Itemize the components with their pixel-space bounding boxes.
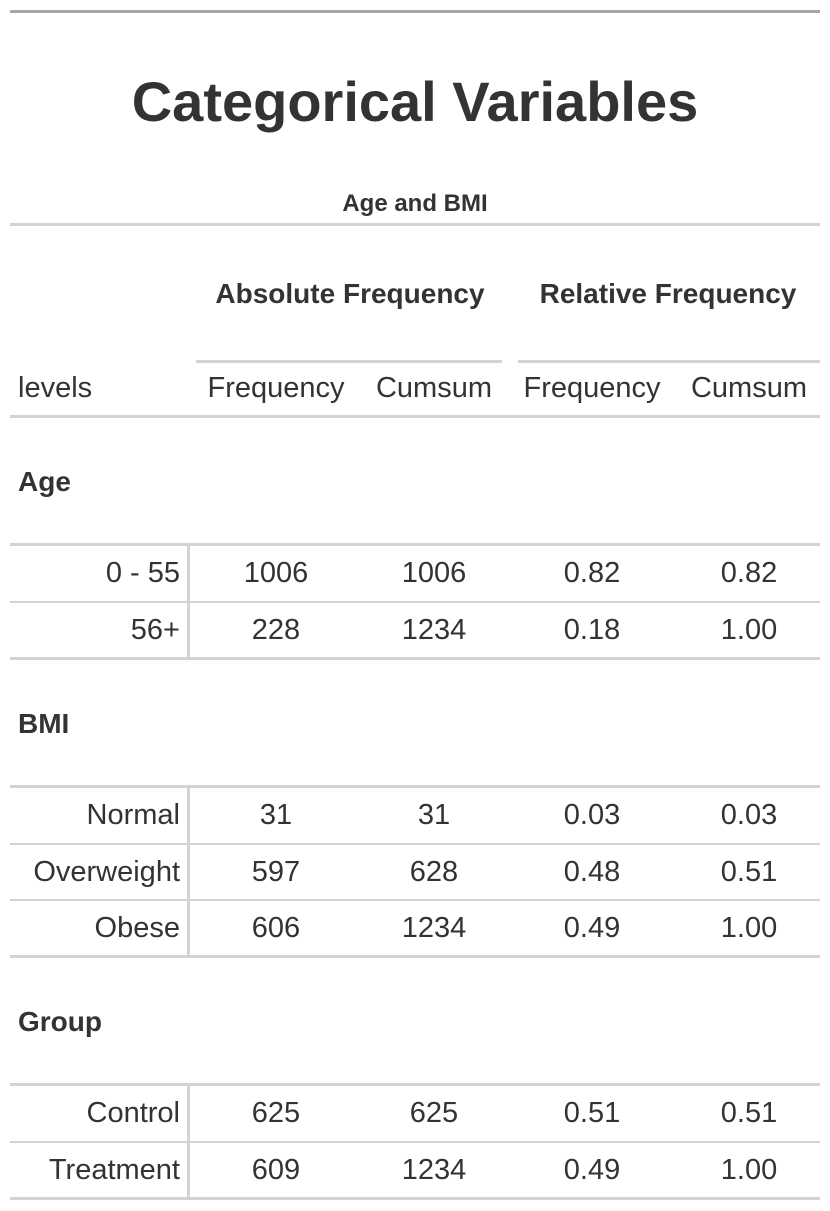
group-bmi-bottom-rule bbox=[10, 955, 820, 958]
cell-abs-frequency: 228 bbox=[251, 614, 301, 646]
cell-rel-cumsum: 0.03 bbox=[720, 799, 778, 831]
table-subtitle: Age and BMI bbox=[342, 190, 488, 217]
cell-abs-cumsum: 1234 bbox=[401, 1154, 467, 1186]
cell-rel-frequency: 0.51 bbox=[563, 1097, 621, 1129]
cell-rel-cumsum: 1.00 bbox=[720, 1154, 778, 1186]
spanner-absolute-underline bbox=[196, 360, 502, 363]
group-bmi-stub-divider bbox=[187, 788, 190, 956]
cell-abs-frequency: 1006 bbox=[243, 557, 309, 589]
column-header-abs-frequency: Frequency bbox=[207, 372, 345, 404]
spanner-absolute-frequency: Absolute Frequency bbox=[215, 278, 485, 309]
cell-abs-frequency: 625 bbox=[251, 1097, 301, 1129]
cell-rel-cumsum: 0.82 bbox=[720, 557, 778, 589]
subtitle-rule bbox=[10, 223, 820, 226]
group-label-group: Group bbox=[18, 1006, 102, 1037]
cell-rel-frequency: 0.49 bbox=[563, 912, 621, 944]
cell-abs-cumsum: 31 bbox=[417, 799, 451, 831]
table-title: Categorical Variables bbox=[131, 70, 699, 133]
table-row: Control 625 625 0.51 0.51 bbox=[10, 1086, 820, 1140]
cell-rel-frequency: 0.49 bbox=[563, 1154, 621, 1186]
cell-rel-frequency: 0.18 bbox=[563, 614, 621, 646]
group-label-bmi: BMI bbox=[18, 708, 70, 739]
table-row: 56+ 228 1234 0.18 1.00 bbox=[10, 603, 820, 657]
column-header-levels: levels bbox=[18, 372, 93, 404]
column-header-abs-cumsum: Cumsum bbox=[375, 372, 492, 404]
cell-abs-cumsum: 628 bbox=[409, 856, 459, 888]
cell-abs-cumsum: 1006 bbox=[401, 557, 467, 589]
table-top-rule bbox=[10, 10, 820, 13]
cell-abs-cumsum: 1234 bbox=[401, 912, 467, 944]
cell-rel-frequency: 0.82 bbox=[563, 557, 621, 589]
cell-rel-frequency: 0.48 bbox=[563, 856, 621, 888]
cell-abs-frequency: 609 bbox=[251, 1154, 301, 1186]
column-header-rel-cumsum: Cumsum bbox=[690, 372, 807, 404]
row-level: Obese bbox=[94, 912, 180, 944]
cell-abs-frequency: 31 bbox=[259, 799, 293, 831]
row-divider bbox=[10, 601, 820, 603]
table-bottom-rule bbox=[10, 1197, 820, 1200]
cell-abs-cumsum: 1234 bbox=[401, 614, 467, 646]
cell-rel-cumsum: 0.51 bbox=[720, 1097, 778, 1129]
cell-rel-cumsum: 0.51 bbox=[720, 856, 778, 888]
group-bmi-top-rule bbox=[10, 785, 820, 788]
cell-rel-frequency: 0.03 bbox=[563, 799, 621, 831]
group-age-bottom-rule bbox=[10, 657, 820, 660]
row-level: 56+ bbox=[130, 614, 180, 646]
group-age-top-rule bbox=[10, 543, 820, 546]
cell-abs-frequency: 606 bbox=[251, 912, 301, 944]
table-row: Treatment 609 1234 0.49 1.00 bbox=[10, 1143, 820, 1197]
group-label-age: Age bbox=[18, 466, 71, 497]
column-header-rel-frequency: Frequency bbox=[523, 372, 661, 404]
row-level: Treatment bbox=[48, 1154, 180, 1186]
table-row: 0 - 55 1006 1006 0.82 0.82 bbox=[10, 546, 820, 600]
row-level: Overweight bbox=[33, 856, 180, 888]
cell-abs-cumsum: 625 bbox=[409, 1097, 459, 1129]
row-level: 0 - 55 bbox=[105, 557, 180, 589]
row-level: Control bbox=[86, 1097, 181, 1129]
table-row: Obese 606 1234 0.49 1.00 bbox=[10, 901, 820, 955]
row-level: Normal bbox=[86, 799, 180, 831]
column-header-rule bbox=[10, 415, 820, 418]
row-divider bbox=[10, 843, 820, 845]
spanner-relative-frequency: Relative Frequency bbox=[539, 278, 797, 309]
spanner-relative-underline bbox=[518, 360, 820, 363]
cell-abs-frequency: 597 bbox=[251, 856, 301, 888]
cell-rel-cumsum: 1.00 bbox=[720, 912, 778, 944]
group-group-top-rule bbox=[10, 1083, 820, 1086]
row-divider bbox=[10, 899, 820, 901]
row-divider bbox=[10, 1141, 820, 1143]
table-row: Overweight 597 628 0.48 0.51 bbox=[10, 845, 820, 899]
cell-rel-cumsum: 1.00 bbox=[720, 614, 778, 646]
table-row: Normal 31 31 0.03 0.03 bbox=[10, 788, 820, 842]
